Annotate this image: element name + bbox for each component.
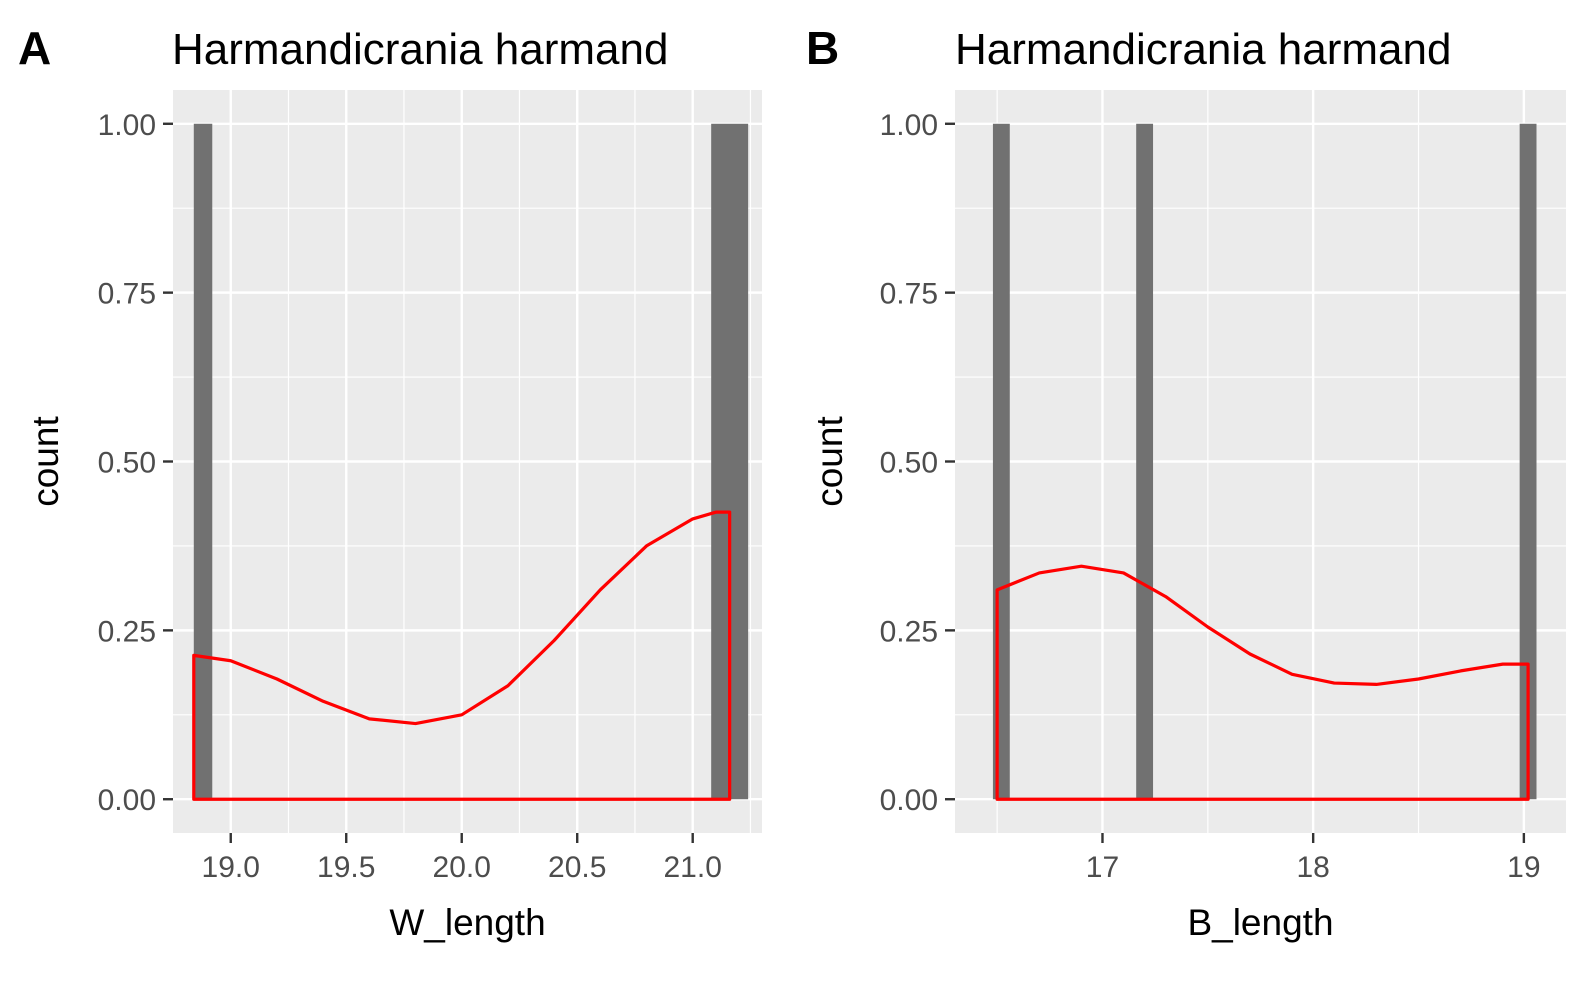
y-tick-label: 1.00	[98, 109, 156, 142]
y-tick-label: 0.50	[880, 447, 938, 480]
panel-tag-label: A	[18, 22, 51, 74]
y-tick-label: 0.75	[98, 278, 156, 311]
panel-a: 0.00 0.25 0.50 0.75 1.00 19.0 19.5 20.0 20.5 21.0…	[18, 22, 762, 943]
histogram-bar-2	[1136, 123, 1154, 800]
x-tick-label: 17	[1086, 851, 1119, 884]
panel-b: 0.00 0.25 0.50 0.75 1.00 17 18 19 B_length count B…	[806, 22, 1566, 943]
y-tick-label: 0.50	[98, 447, 156, 480]
x-axis-title: W_length	[389, 902, 545, 943]
y-axis-title: count	[809, 416, 850, 507]
panel-title: Harmandicrania harmand	[955, 25, 1451, 74]
histogram-bar-1	[992, 123, 1010, 800]
x-tick-label: 18	[1296, 851, 1329, 884]
y-tick-label: 0.25	[98, 615, 156, 648]
y-axis-title: count	[25, 416, 66, 507]
x-tick-label: 20.5	[548, 851, 606, 884]
y-tick-label: 0.25	[880, 615, 938, 648]
y-tick-label: 1.00	[880, 109, 938, 142]
histogram-bar-3	[1519, 123, 1537, 800]
x-axis-title: B_length	[1187, 902, 1333, 943]
y-tick-label: 0.75	[880, 278, 938, 311]
panel-tag-label: B	[806, 22, 839, 74]
y-tick-label: 0.00	[98, 784, 156, 817]
x-tick-label: 19.0	[202, 851, 260, 884]
x-tick-label: 19.5	[317, 851, 375, 884]
density-curve	[192, 510, 732, 801]
x-tick-label: 20.0	[433, 851, 491, 884]
x-tick-label: 19	[1507, 851, 1540, 884]
density-curve	[995, 564, 1530, 801]
x-tick-label: 21.0	[664, 851, 722, 884]
y-tick-label: 0.00	[880, 784, 938, 817]
histogram-bar-1	[193, 123, 213, 800]
panel-title: Harmandicrania harmand	[172, 25, 668, 74]
